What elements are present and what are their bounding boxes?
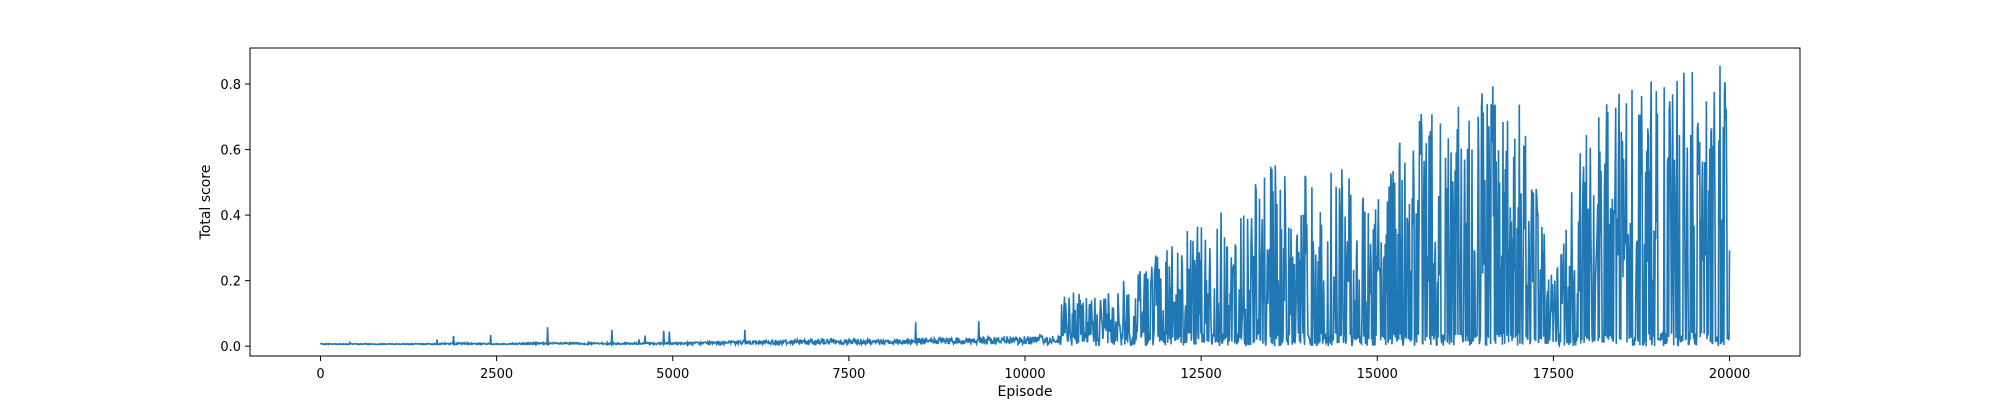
y-tick-label: 0.6 [220, 144, 241, 159]
x-tick-label: 5000 [656, 367, 689, 382]
x-axis: 0 2500 5000 7500 10000 12500 15000 17500 20000 [316, 356, 1750, 382]
x-tick-label: 0 [316, 367, 324, 382]
x-tick-label: 2500 [480, 367, 513, 382]
x-tick-label: 7500 [832, 367, 865, 382]
x-tick-label: 15000 [1357, 367, 1398, 382]
x-tick-label: 20000 [1709, 367, 1750, 382]
series-line-layer [319, 65, 1731, 349]
series-line [319, 65, 1731, 349]
y-tick-label: 0.0 [220, 340, 241, 355]
x-tick-label: 12500 [1180, 367, 1221, 382]
x-tick-label: 17500 [1533, 367, 1574, 382]
y-tick-label: 0.2 [220, 275, 241, 290]
y-axis: 0.0 0.2 0.4 0.6 0.8 [220, 78, 250, 355]
x-tick-label: 10000 [1004, 367, 1045, 382]
x-axis-label: Episode [998, 384, 1053, 400]
y-tick-label: 0.8 [220, 78, 241, 93]
y-axis-label: Total score [198, 165, 214, 241]
y-tick-label: 0.4 [220, 209, 241, 224]
